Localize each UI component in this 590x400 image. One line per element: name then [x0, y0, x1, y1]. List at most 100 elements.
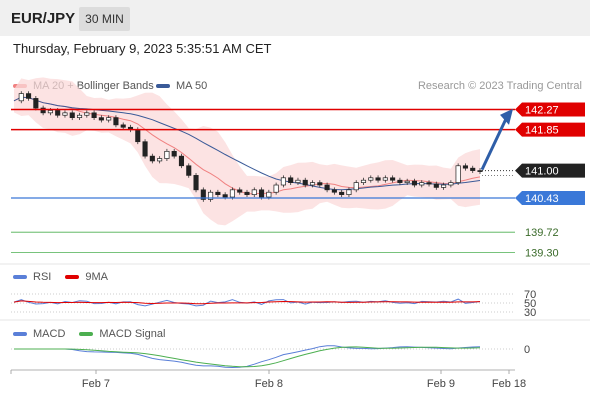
candle-body	[470, 167, 476, 171]
candle-body	[229, 189, 235, 198]
resistance-value: 142.27	[525, 104, 559, 116]
rsi-swatch	[13, 275, 27, 279]
candles	[18, 91, 483, 202]
candle-body	[295, 179, 301, 183]
candle-body	[411, 180, 418, 186]
candle-body	[178, 155, 185, 167]
x-axis: Feb 7 Feb 8 Feb 9 Feb 18	[10, 369, 526, 390]
x-tick-label: Feb 9	[427, 378, 455, 390]
macd-panel: 0	[11, 344, 530, 369]
macd-label: MACD	[33, 328, 66, 340]
candle-body	[26, 93, 32, 99]
candle-body	[273, 184, 279, 193]
candle-body	[309, 182, 316, 186]
candle-body	[346, 189, 352, 195]
candle-body	[433, 183, 439, 188]
datetime-label: Thursday, February 9, 2023 5:35:51 AM CE…	[13, 41, 272, 56]
candle-body	[91, 112, 97, 119]
candle-body	[259, 189, 265, 198]
target-value: 139.30	[525, 247, 559, 259]
candle-body	[404, 180, 410, 183]
resistance-value: 141.85	[525, 125, 559, 137]
candle-body	[149, 155, 155, 162]
macd-zero-label: 0	[524, 344, 530, 356]
candle-body	[171, 150, 177, 157]
support-value: 140.43	[525, 193, 559, 205]
candle-body	[368, 177, 374, 181]
candle-body	[200, 189, 206, 200]
candle-body	[244, 191, 250, 195]
candle-body	[324, 184, 330, 191]
resistance-tag	[515, 122, 585, 137]
rsi-level-label: 30	[524, 307, 536, 319]
symbol-title: EUR/JPY	[11, 10, 76, 27]
candle-body	[55, 110, 61, 116]
candle-body	[331, 189, 337, 193]
candle-body	[237, 189, 243, 193]
forecast-arrow	[480, 108, 513, 171]
rsi-label: RSI	[33, 271, 52, 283]
candle-body	[353, 182, 359, 191]
ma50-label: MA 50	[176, 80, 208, 92]
candle-body	[186, 165, 192, 176]
candle-body	[164, 150, 170, 159]
candle-body	[208, 191, 214, 200]
candle-body	[375, 177, 381, 181]
ma50-swatch	[156, 84, 170, 88]
candle-body	[426, 182, 432, 185]
rsi-ma-line	[13, 300, 481, 305]
current-price-value: 141.00	[525, 166, 559, 178]
candle-body	[317, 182, 323, 186]
macd-signal-line	[14, 346, 481, 368]
target-value: 139.72	[525, 227, 559, 239]
candle-body	[98, 117, 104, 121]
candle-body	[288, 177, 294, 183]
x-tick-label: Feb 8	[255, 378, 283, 390]
candle-body	[441, 184, 447, 188]
legend-macd: MACD MACD Signal	[13, 328, 165, 340]
candle-body	[302, 179, 308, 186]
top-bar: EUR/JPY 30 MIN	[0, 0, 590, 36]
candle-body	[462, 165, 468, 169]
candle-body	[40, 107, 46, 114]
macd-swatch	[13, 332, 27, 336]
rsi-ma-swatch	[65, 275, 80, 279]
resistance-tag	[515, 102, 585, 117]
rsi-level-label: 50	[524, 298, 536, 310]
candle-body	[222, 194, 228, 198]
legend-rsi: RSI 9MA	[13, 271, 108, 283]
candle-body	[76, 114, 83, 119]
candle-body	[69, 112, 75, 119]
candle-body	[382, 177, 388, 181]
candle-body	[193, 175, 199, 191]
macd-signal-swatch	[79, 332, 94, 336]
rsi-level-label: 70	[524, 289, 536, 301]
bollinger-bands	[14, 77, 480, 226]
candle-body	[18, 93, 24, 102]
candle-body	[84, 112, 90, 116]
current-price-tag	[515, 163, 585, 178]
candle-body	[360, 179, 367, 183]
candle-body	[62, 112, 68, 116]
support-tag	[515, 191, 585, 206]
x-tick-label: Feb 7	[82, 378, 110, 390]
candle-body	[455, 165, 461, 183]
candle-body	[397, 179, 403, 183]
candle-body	[135, 129, 141, 143]
candle-body	[266, 191, 272, 198]
candle-body	[477, 170, 483, 172]
candle-body	[113, 117, 119, 126]
candle-body	[106, 117, 112, 121]
price-levels: 142.27 141.85 141.00 140.43 139.72 139.30	[11, 102, 585, 259]
bollinger-band-fill	[14, 77, 480, 226]
candle-body	[47, 110, 53, 114]
timeframe-button[interactable]: 30 MIN	[79, 7, 130, 31]
research-credit: Research © 2023 Trading Central	[417, 80, 582, 92]
forecast-arrow-shaft	[480, 118, 508, 171]
x-tick-label: Feb 18	[492, 378, 526, 390]
candle-body	[339, 191, 345, 195]
macd-signal-label: MACD Signal	[99, 328, 166, 340]
rsi-ma-label: 9MA	[85, 271, 108, 283]
candle-body	[419, 182, 425, 186]
